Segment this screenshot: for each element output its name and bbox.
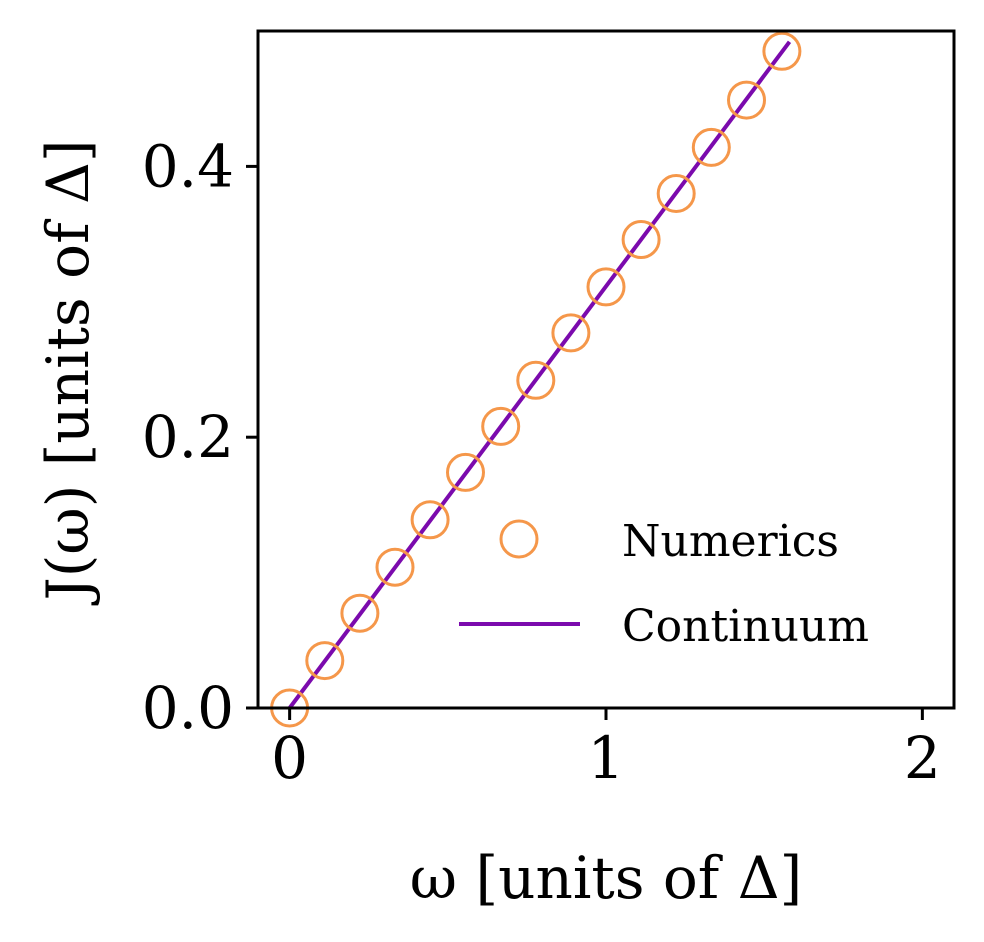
y-axis: 0.0 0.2 0.4 (142, 132, 258, 742)
legend-numerics-label: Numerics (622, 516, 839, 567)
data-point-numerics (516, 360, 556, 400)
x-axis-label: ω [units of Δ] (410, 844, 802, 912)
x-axis: 0 1 2 (271, 708, 941, 792)
data-point-numerics (727, 80, 766, 120)
x-tick-label: 0 (271, 724, 308, 792)
y-tick-label: 0.0 (142, 674, 234, 742)
data-point-numerics (340, 593, 380, 633)
data-point-numerics (656, 174, 696, 213)
data-point-numerics (446, 452, 485, 492)
data-layer (270, 31, 802, 728)
y-axis-label: J(ω) [units of Δ] (34, 140, 102, 606)
x-tick-label: 2 (904, 724, 941, 792)
data-point-numerics (691, 127, 731, 167)
data-point-numerics (375, 547, 415, 587)
data-point-numerics (621, 220, 661, 259)
data-point-numerics (551, 313, 591, 353)
y-tick-label: 0.4 (142, 132, 234, 200)
series-line-continuum (288, 40, 792, 710)
legend-numerics-marker (499, 519, 539, 559)
data-point-numerics (762, 31, 802, 71)
legend: Numerics Continuum (459, 516, 869, 652)
x-tick-label: 1 (588, 724, 625, 792)
data-point-numerics (586, 267, 626, 307)
legend-continuum-label: Continuum (622, 601, 869, 652)
data-point-numerics (481, 406, 521, 446)
data-point-numerics (305, 641, 345, 681)
data-point-numerics (410, 500, 450, 540)
y-tick-label: 0.2 (142, 403, 234, 471)
